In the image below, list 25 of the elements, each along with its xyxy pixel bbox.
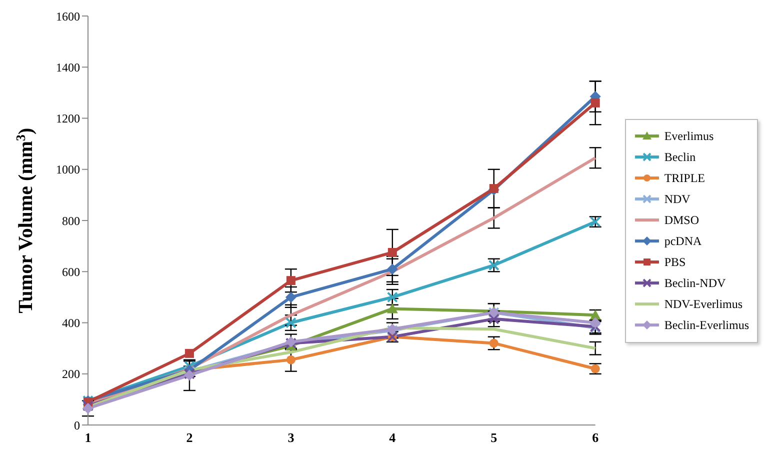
y-tick-label: 400 bbox=[62, 316, 80, 330]
x-tick-label: 5 bbox=[490, 430, 498, 446]
legend-label: Everlimus bbox=[664, 128, 714, 144]
legend-label: NDV bbox=[664, 192, 690, 206]
legend-label: Beclin bbox=[664, 150, 696, 164]
legend-label: Beclin-Everlimus bbox=[664, 318, 749, 332]
y-tick-label: 1200 bbox=[56, 112, 80, 126]
y-tick-label: 200 bbox=[62, 367, 80, 382]
y-tick-label: 1400 bbox=[56, 60, 80, 74]
x-tick-label: 4 bbox=[389, 430, 396, 446]
x-tick-label: 2 bbox=[186, 430, 193, 446]
y-tick-label: 600 bbox=[62, 264, 80, 279]
legend-label: TRIPLE bbox=[664, 170, 706, 186]
y-tick-label: 1000 bbox=[56, 162, 80, 177]
y-tick-label: 800 bbox=[62, 214, 80, 228]
legend-label: DMSO bbox=[664, 212, 700, 228]
x-tick-label: 3 bbox=[288, 430, 295, 446]
x-tick-label: 1 bbox=[84, 430, 92, 446]
legend-label: pcDNA bbox=[664, 234, 702, 248]
y-tick-label: 0 bbox=[74, 418, 80, 432]
legend-label: NDV-Everlimus bbox=[664, 296, 743, 312]
legend-label: PBS bbox=[664, 254, 686, 270]
legend-label: Beclin-NDV bbox=[664, 276, 726, 290]
y-tick-label: 1600 bbox=[56, 9, 80, 24]
x-tick-label: 6 bbox=[592, 430, 600, 446]
